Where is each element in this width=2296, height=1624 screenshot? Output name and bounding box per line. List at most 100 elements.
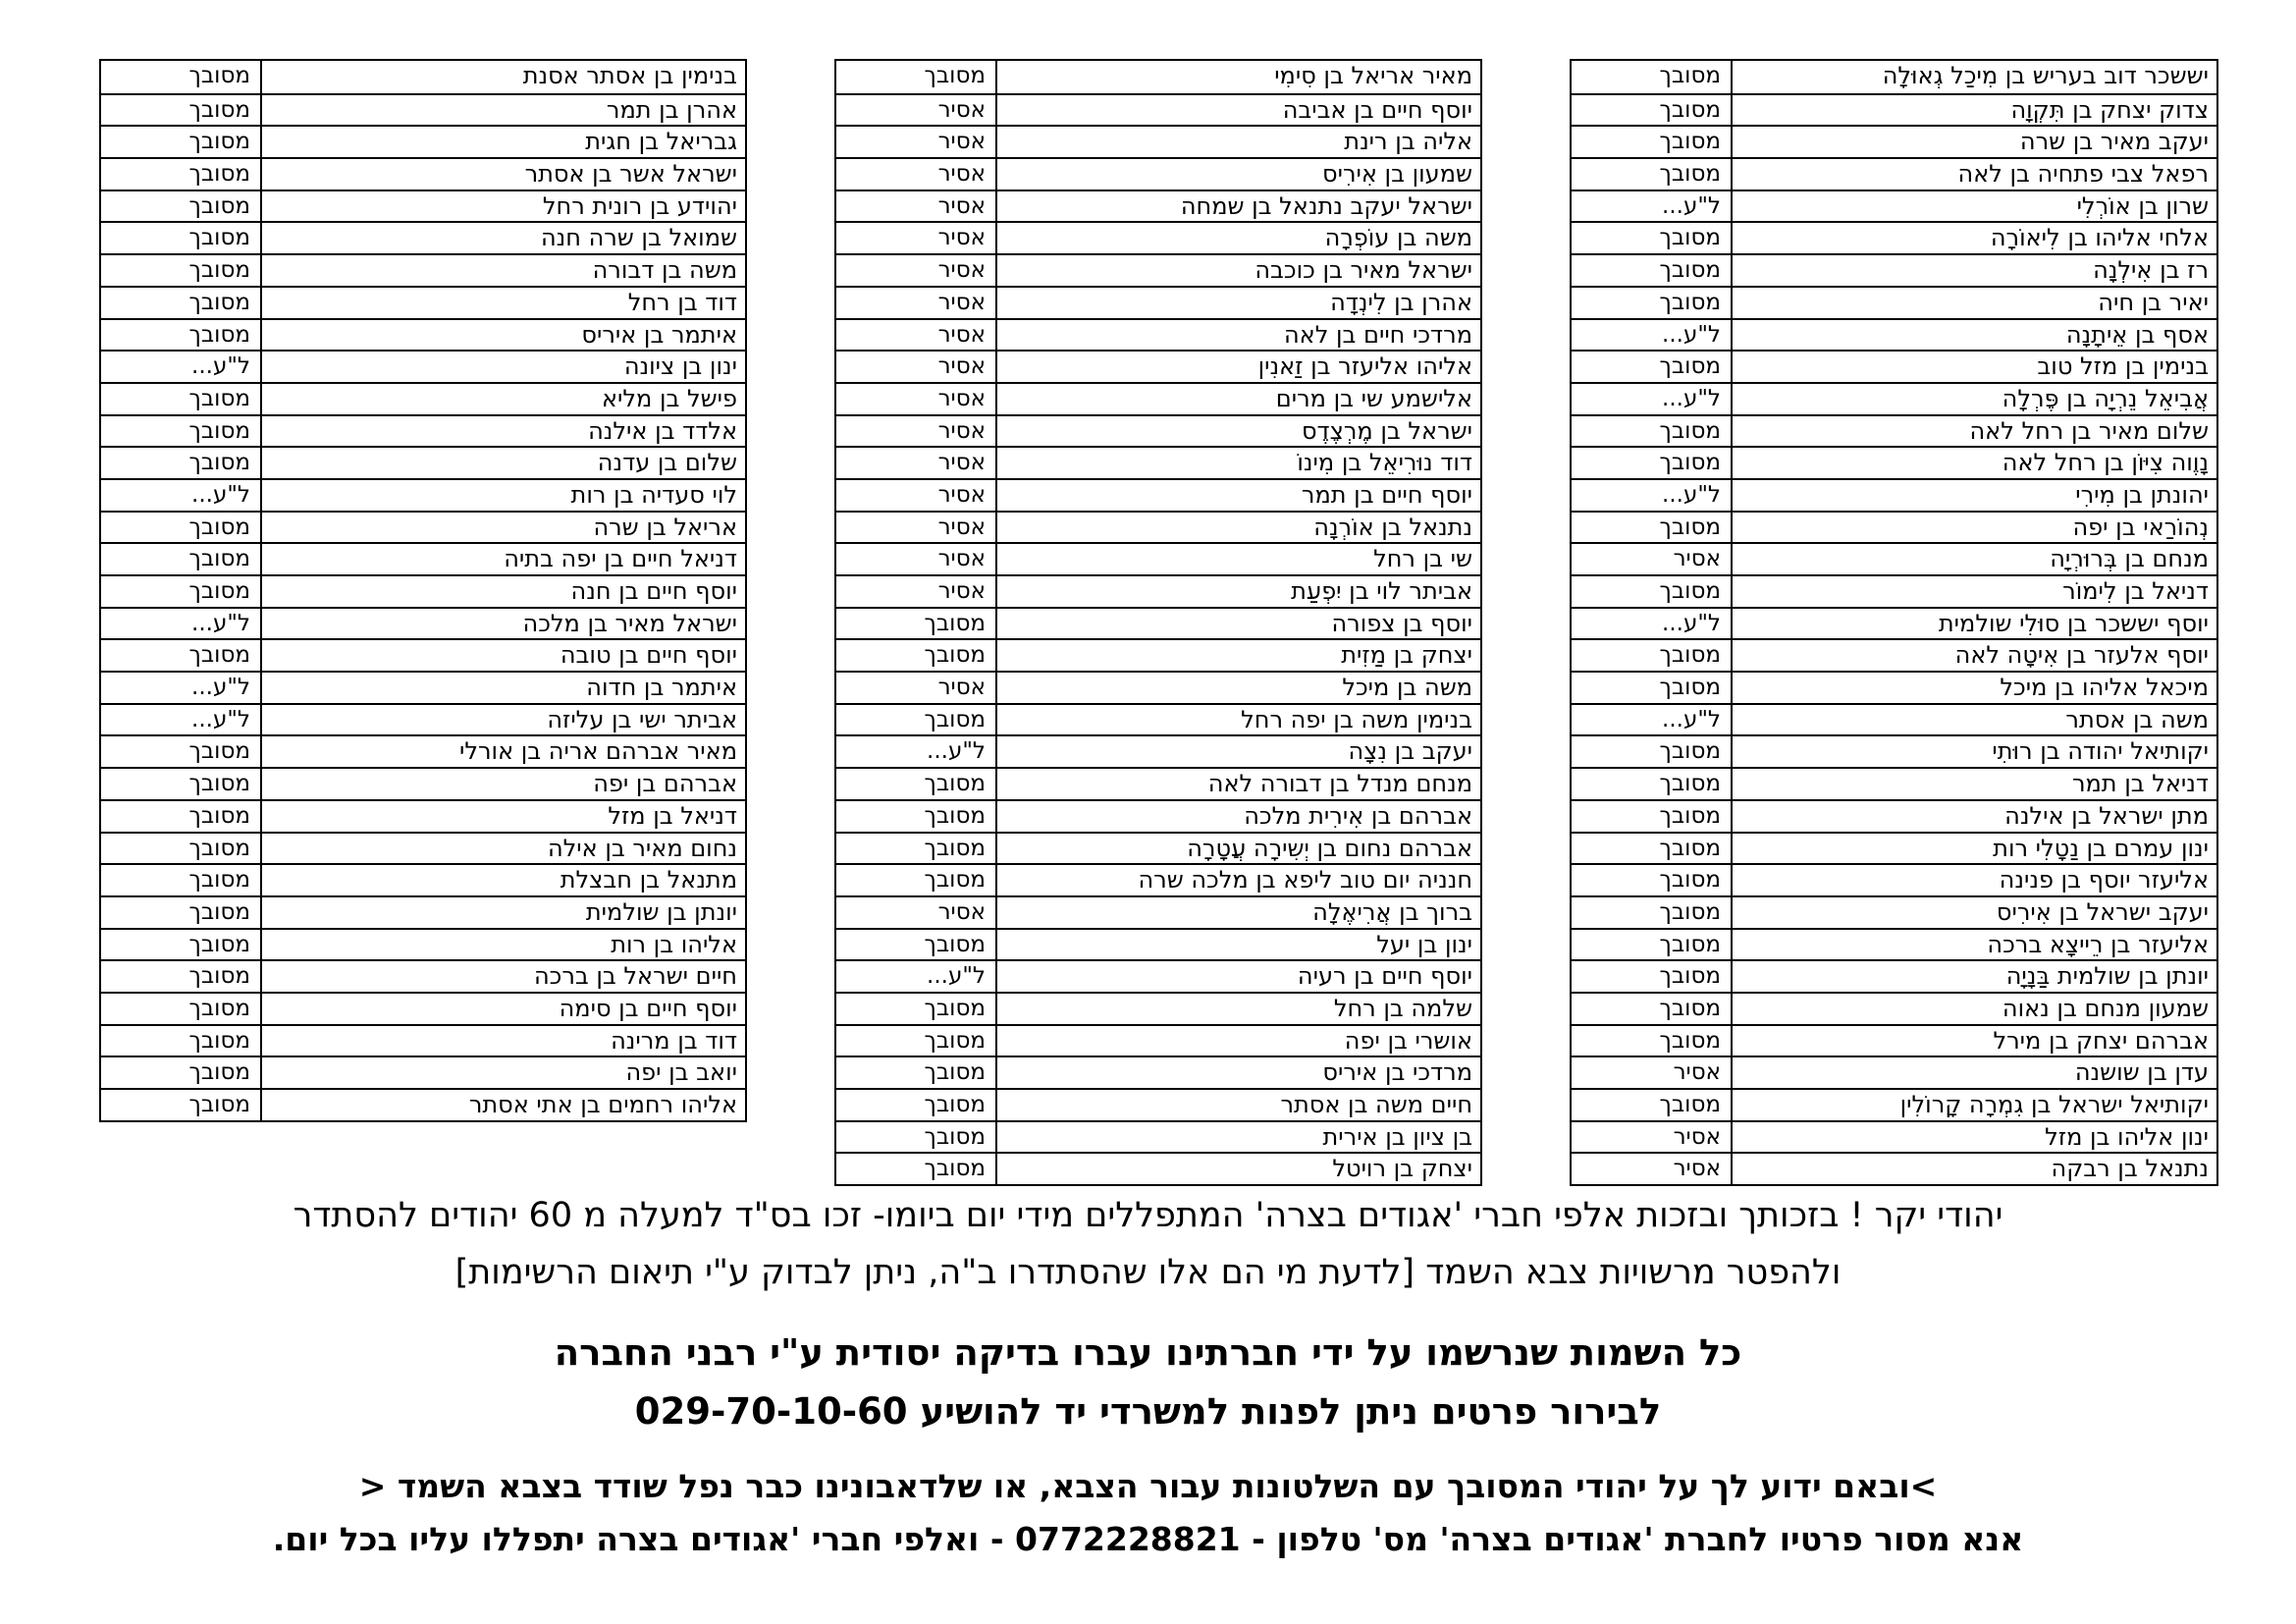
person-name-cell: נתנאל בן אוֹרְנָה bbox=[995, 512, 1480, 543]
status-cell: מסובך bbox=[1659, 771, 1721, 797]
person-name-cell: איתמר בן איריס bbox=[260, 319, 745, 351]
status-cell: מסובך bbox=[1659, 129, 1721, 155]
status-cell: ל"ע... bbox=[1662, 321, 1721, 348]
status-cell: מסובך bbox=[924, 995, 986, 1021]
status-cell: מסובך bbox=[188, 289, 250, 315]
status-cell: מסובך bbox=[1659, 353, 1721, 380]
status-cell: מסובך bbox=[1659, 675, 1721, 701]
table-row: מתן ישראל בן אילנה מסובך bbox=[1572, 798, 2216, 832]
table-row: צדוק יצחק בן תִּקְוָה מסובך bbox=[1572, 92, 2216, 126]
person-name-cell: יוסף יששכר בן סוּלִי שולמית bbox=[1731, 608, 2216, 639]
table-row: משה בן עוֹפְרָה אסיר bbox=[836, 221, 1480, 254]
table-row: משה בן מיכל אסיר bbox=[836, 671, 1480, 703]
table-row: ינון בן יעל מסובך bbox=[836, 927, 1480, 960]
person-name-cell: אֲבִיאֵל נֵרְיָה בן פֶּרְלָה bbox=[1731, 383, 2216, 414]
person-name-cell: יששכר דוב בעריש בן מִיכַל גְאוּלָה bbox=[1731, 61, 2216, 93]
status-cell: מסובך bbox=[924, 1059, 986, 1086]
status-cell: מסובך bbox=[924, 931, 986, 957]
status-cell: מסובך bbox=[1659, 63, 1721, 88]
status-cell: אסיר bbox=[937, 417, 986, 444]
person-name-cell: יונתן בן שולמית בַּנָיָה bbox=[1731, 961, 2216, 992]
status-cell: מסובך bbox=[924, 642, 986, 669]
person-name-cell: רפאל צבי פתחיה בן לאה bbox=[1731, 159, 2216, 189]
names-table-right: יששכר דוב בעריש בן מִיכַל גְאוּלָה מסובך צ… bbox=[1570, 59, 2218, 1187]
status-cell: מסובך bbox=[188, 417, 250, 444]
status-cell: מסובך bbox=[188, 546, 250, 572]
footer-line-2: ולהפטר מרשויות צבא השמד [לדעת מי הם אלו … bbox=[454, 1253, 1842, 1292]
person-name-cell: אהרן בן לִינְדָה bbox=[995, 287, 1480, 318]
table-row: ינון בן ציונה ל"ע... bbox=[101, 350, 745, 382]
status-cell: מסובך bbox=[188, 450, 250, 476]
status-cell: ל"ע... bbox=[191, 675, 250, 701]
person-name-cell: גבריאל בן חגית bbox=[260, 127, 745, 158]
table-row: אושרי בן יפה מסובך bbox=[836, 1023, 1480, 1056]
status-cell: מסובך bbox=[188, 1027, 250, 1054]
person-name-cell: יוסף בן צפורה bbox=[995, 608, 1480, 639]
table-row: נתנאל בן אוֹרְנָה אסיר bbox=[836, 510, 1480, 543]
person-name-cell: ינון בן ציונה bbox=[260, 352, 745, 382]
table-row: חנניה יום טוב ליפא בן מלכה שרה מסובך bbox=[836, 863, 1480, 895]
table-row: אליה בן רינת אסיר bbox=[836, 125, 1480, 158]
person-name-cell: ינון בן יעל bbox=[995, 929, 1480, 960]
person-name-cell: מאיר אברהם אריה בן אורלי bbox=[260, 736, 745, 768]
status-cell: מסובך bbox=[1659, 835, 1721, 861]
table-row: דניאל בן מזל מסובך bbox=[101, 798, 745, 832]
status-cell: אסיר bbox=[937, 96, 986, 123]
table-row: אלדד בן אילנה מסובך bbox=[101, 413, 745, 447]
names-table-left: בנימין בן אסתר אסנת מסובך אהרן בן תמר מסובך… bbox=[99, 59, 747, 1122]
status-cell: מסובך bbox=[1659, 898, 1721, 925]
table-row: נָוֶוה צִיּוֹן בן רחל לאה מסובך bbox=[1572, 446, 2216, 478]
table-row: בנימין בן מזל טוב מסובך bbox=[1572, 350, 2216, 382]
person-name-cell: אליה בן רינת bbox=[995, 127, 1480, 158]
table-row: יוסף חיים בן אביבה אסיר bbox=[836, 92, 1480, 126]
table-row: ישראל מאיר בן מלכה ל"ע... bbox=[101, 606, 745, 639]
table-row: מאיר אריאל בן סִימִי מסובך bbox=[836, 61, 1480, 93]
status-cell: אסיר bbox=[937, 898, 986, 925]
table-row: יאיר בן חיה מסובך bbox=[1572, 285, 2216, 318]
status-cell: מסובך bbox=[924, 802, 986, 829]
status-cell: מסובך bbox=[1659, 1027, 1721, 1054]
table-row: מרדכי חיים בן לאה אסיר bbox=[836, 317, 1480, 351]
table-row: שמעון מנחם בן נאוה מסובך bbox=[1572, 991, 2216, 1024]
table-row: רז בן אִילְנָה מסובך bbox=[1572, 253, 2216, 286]
table-row: שלום מאיר בן רחל לאה מסובך bbox=[1572, 413, 2216, 447]
status-cell: ל"ע... bbox=[927, 738, 986, 765]
person-name-cell: יוסף חיים בן טובה bbox=[260, 640, 745, 672]
table-row: נחום מאיר בן אילה מסובך bbox=[101, 831, 745, 864]
status-cell: מסובך bbox=[188, 1059, 250, 1086]
status-cell: מסובך bbox=[188, 995, 250, 1021]
status-cell: מסובך bbox=[1659, 995, 1721, 1021]
status-cell: אסיר bbox=[1673, 546, 1721, 572]
table-row: יעקב מאיר בן שרה מסובך bbox=[1572, 125, 2216, 158]
status-cell: אסיר bbox=[937, 192, 986, 219]
person-name-cell: ישראל אשר בן אסתר bbox=[260, 159, 745, 189]
status-cell: ל"ע... bbox=[1662, 385, 1721, 411]
table-row: אברהם נחום בן יְשִירָה עֲטָרָה מסובך bbox=[836, 831, 1480, 864]
person-name-cell: בנימין משה בן יפה רחל bbox=[995, 704, 1480, 735]
status-cell: ל"ע... bbox=[1662, 192, 1721, 219]
status-cell: מסובך bbox=[1659, 289, 1721, 315]
status-cell: מסובך bbox=[188, 321, 250, 348]
status-cell: מסובך bbox=[924, 1156, 986, 1182]
table-row: יואב בן יפה מסובך bbox=[101, 1056, 745, 1088]
table-row: יוסף בן צפורה מסובך bbox=[836, 606, 1480, 639]
person-name-cell: מאיר אריאל בן סִימִי bbox=[995, 61, 1480, 93]
table-row: דוד בן רחל מסובך bbox=[101, 285, 745, 318]
person-name-cell: אברהם יצחק בן מירל bbox=[1731, 1025, 2216, 1056]
person-name-cell: יונתן בן שולמית bbox=[260, 896, 745, 928]
table-row: פישל בן מליא מסובך bbox=[101, 381, 745, 414]
status-cell: מסובך bbox=[924, 835, 986, 861]
status-cell: ל"ע... bbox=[191, 610, 250, 636]
table-row: רפאל צבי פתחיה בן לאה מסובך bbox=[1572, 157, 2216, 189]
status-cell: מסובך bbox=[188, 898, 250, 925]
status-cell: מסובך bbox=[188, 578, 250, 604]
status-cell: מסובך bbox=[924, 867, 986, 893]
table-row: עדן בן שושנה אסיר bbox=[1572, 1056, 2216, 1088]
person-name-cell: אלדד בן אילנה bbox=[260, 415, 745, 447]
person-name-cell: ישראל בן מֶרְצֶדֶס bbox=[995, 415, 1480, 447]
table-row: אֲבִיאֵל נֵרְיָה בן פֶּרְלָה ל"ע... bbox=[1572, 381, 2216, 414]
person-name-cell: חנניה יום טוב ליפא בן מלכה שרה bbox=[995, 865, 1480, 895]
table-row: יוסף חיים בן חנה מסובך bbox=[101, 574, 745, 607]
person-name-cell: עדן בן שושנה bbox=[1731, 1057, 2216, 1088]
table-row: דוד נוּרִיאֵל בן מִינוֹ אסיר bbox=[836, 446, 1480, 478]
